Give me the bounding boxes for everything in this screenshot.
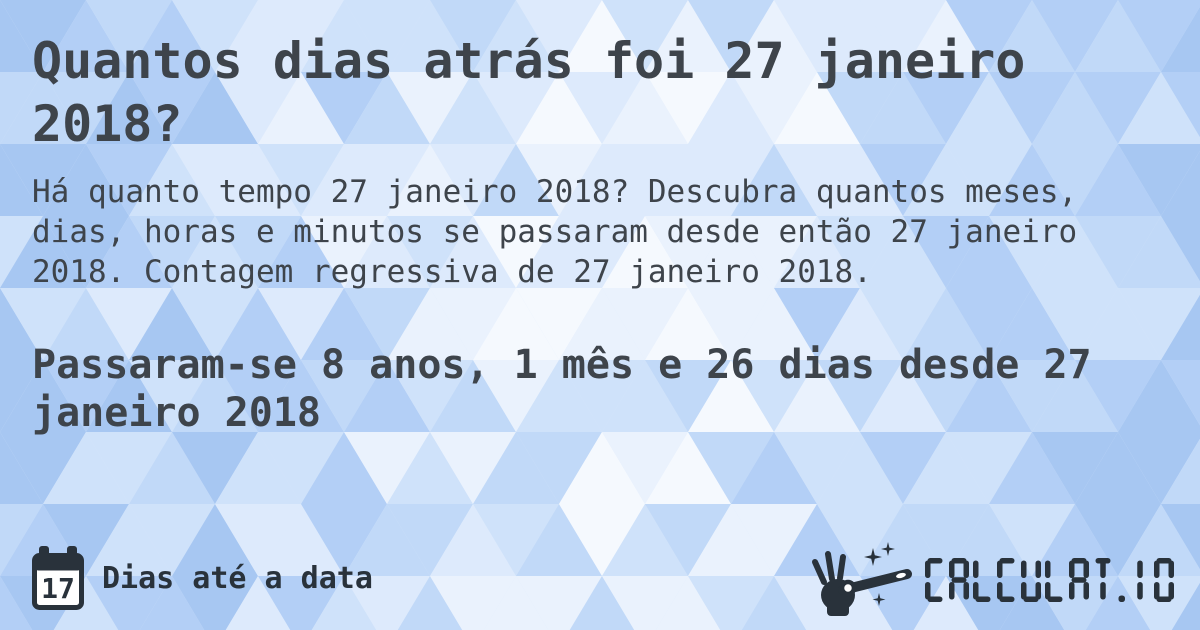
category-label: Dias até a data <box>102 560 373 596</box>
page-description: Há quanto tempo 27 janeiro 2018? Descubr… <box>32 174 1078 290</box>
star-icon <box>863 548 882 566</box>
footer-category: 17 Dias até a data <box>32 546 373 610</box>
brand-logo-text <box>924 558 1174 602</box>
footer: 17 Dias até a data <box>32 540 1174 616</box>
calendar-icon: 17 <box>32 546 84 610</box>
star-icon <box>872 593 885 606</box>
page-title: Quantos dias atrás foi 27 janeiro 2018? <box>32 32 1026 153</box>
star-icon <box>880 542 895 556</box>
magic-wand-hand-icon <box>811 542 912 616</box>
calendar-day: 17 <box>41 572 75 605</box>
brand-logo <box>807 540 1174 616</box>
answer-text: Passaram-se 8 anos, 1 mês e 26 dias desd… <box>32 342 1092 436</box>
